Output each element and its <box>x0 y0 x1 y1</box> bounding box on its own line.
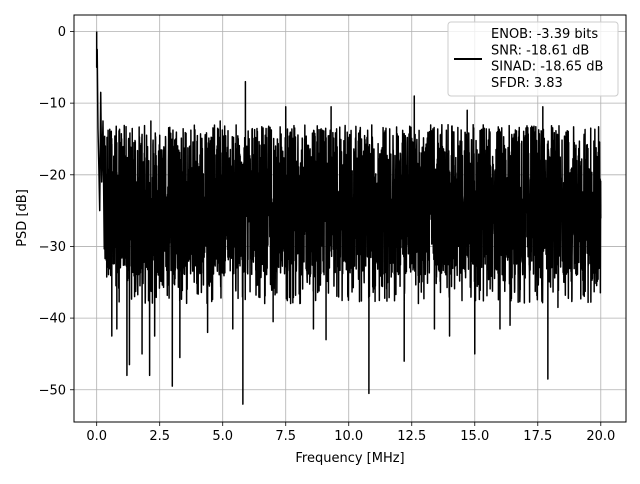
y-axis-label: PSD [dB] <box>15 189 30 247</box>
x-tick-label: 12.5 <box>397 429 426 444</box>
legend-label-line: SFDR: 3.83 <box>491 76 563 91</box>
legend-label-line: ENOB: -3.39 bits <box>491 27 598 42</box>
x-tick-label: 7.5 <box>275 429 296 444</box>
legend-label-line: SNR: -18.61 dB <box>491 43 589 58</box>
y-tick-label: −10 <box>39 97 66 112</box>
y-tick-label: −30 <box>39 240 66 255</box>
y-tick-label: −40 <box>39 312 66 327</box>
x-tick-label: 20.0 <box>586 429 615 444</box>
x-tick-label: 17.5 <box>523 429 552 444</box>
legend-box <box>447 21 619 97</box>
y-tick-label: −50 <box>39 383 66 398</box>
x-tick-label: 5.0 <box>212 429 233 444</box>
series-layer <box>95 31 602 405</box>
x-ticks: 0.0 2.5 5.0 7.5 10.0 12.5 15.0 17.5 20.0 <box>86 422 615 444</box>
x-tick-label: 15.0 <box>460 429 489 444</box>
x-tick-label: 0.0 <box>86 429 107 444</box>
y-ticks: 0 −10 −20 −30 −40 −50 <box>39 25 74 398</box>
plot-frame <box>73 14 627 423</box>
x-tick-label: 2.5 <box>149 429 170 444</box>
psd-series-line <box>95 31 602 405</box>
legend-label-line: SINAD: -18.65 dB <box>491 60 603 75</box>
y-tick-label: 0 <box>58 25 66 40</box>
y-tick-label: −20 <box>39 168 66 183</box>
x-tick-label: 10.0 <box>334 429 363 444</box>
x-axis-label: Frequency [MHz] <box>295 451 404 466</box>
